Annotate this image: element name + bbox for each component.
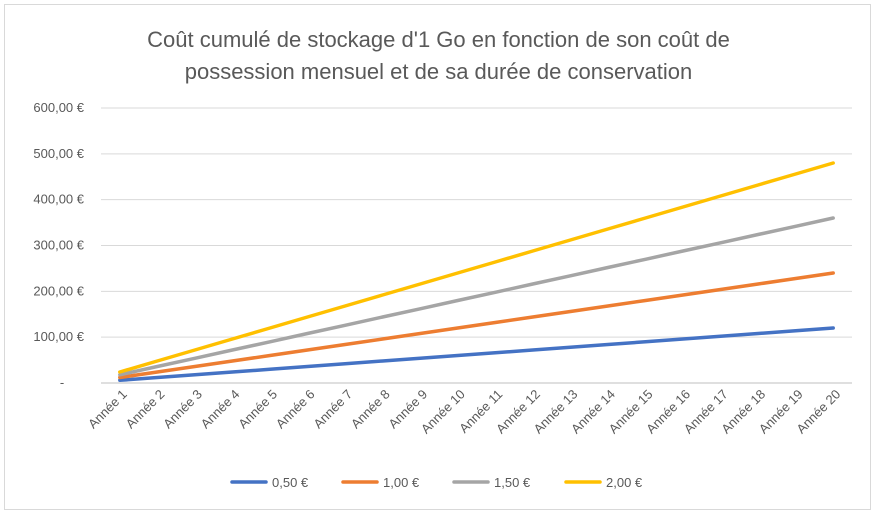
x-tick-label: Année 7 [310,387,355,432]
chart-title-line-2: possession mensuel et de sa durée de con… [184,59,693,84]
x-tick-label: Année 1 [85,387,130,432]
series-line [118,216,835,377]
x-tick-label: Année 2 [123,387,168,432]
x-tick-label: Année 5 [235,387,280,432]
y-tick-label: 200,00 € [33,283,84,298]
x-tick-label: Année 3 [160,387,205,432]
y-tick-label: 100,00 € [33,329,84,344]
y-tick-label: - [60,375,64,390]
x-tick-label: Année 8 [348,387,393,432]
y-tick-label: 400,00 € [33,192,84,207]
legend-label: 1,00 € [383,475,420,490]
legend-label: 1,50 € [494,475,531,490]
legend-label: 2,00 € [606,475,643,490]
x-tick-label: Année 6 [273,387,318,432]
series-line [118,271,835,380]
legend-label: 0,50 € [272,475,309,490]
x-tick-label: Année 4 [198,387,243,432]
series-line [118,326,835,383]
chart-title-line-1: Coût cumulé de stockage d'1 Go en foncti… [147,27,730,52]
series-line [118,161,835,374]
chart-frame [4,4,871,510]
y-tick-label: 600,00 € [33,100,84,115]
y-tick-label: 500,00 € [33,146,84,161]
y-tick-label: 300,00 € [33,238,84,253]
